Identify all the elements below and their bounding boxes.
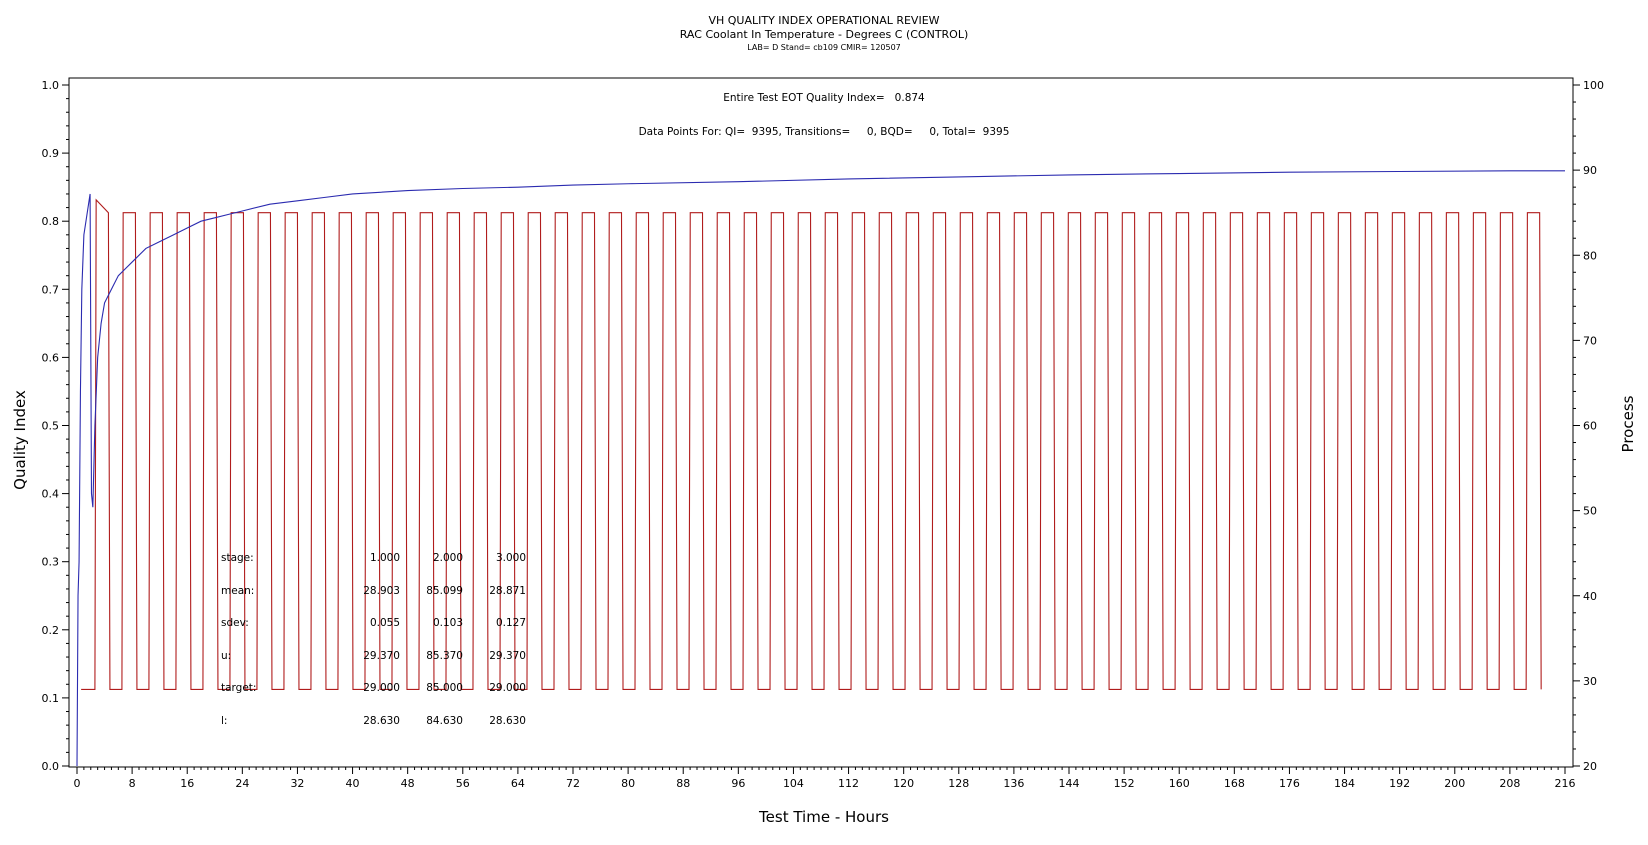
stats-cell: 28.630 (363, 715, 400, 727)
stats-row-label: sdev: (221, 617, 249, 630)
y-tick-label: 0.5 (42, 420, 60, 433)
stats-cell: 3.000 (495, 552, 526, 564)
y-tick-label: 0.0 (42, 760, 60, 773)
y2-axis-title: Process (1619, 395, 1637, 453)
y-tick-label: 0.6 (42, 351, 60, 364)
x-tick-label: 176 (1279, 777, 1300, 790)
stats-cell: 0.103 (432, 617, 463, 630)
stats-row-label: mean: (221, 584, 255, 597)
x-tick-label: 160 (1169, 777, 1190, 790)
x-tick-label: 88 (676, 777, 690, 790)
stats-row-label: stage: (221, 552, 254, 564)
y2-tick-label: 80 (1583, 249, 1597, 262)
x-tick-label: 40 (346, 777, 360, 790)
y2-tick-label: 70 (1583, 334, 1597, 347)
stats-row-label: u: (221, 649, 232, 662)
chart-subtitle: RAC Coolant In Temperature - Degrees C (… (679, 28, 969, 41)
x-tick-label: 216 (1555, 777, 1576, 790)
x-axis-title: Test Time - Hours (759, 808, 889, 826)
stats-row-label: target: (221, 682, 257, 695)
x-tick-label: 8 (129, 777, 136, 790)
x-tick-label: 32 (290, 777, 304, 790)
y-tick-label: 0.3 (42, 556, 60, 569)
stats-row-label: l: (221, 715, 228, 727)
y-tick-label: 0.4 (42, 488, 60, 501)
y-tick-label: 0.9 (42, 147, 60, 160)
y-tick-label: 0.1 (42, 692, 60, 705)
stats-cell: 29.370 (489, 649, 526, 662)
stats-cell: 28.903 (363, 584, 400, 597)
y-tick-label: 1.0 (42, 79, 60, 92)
stats-cell: 0.055 (369, 617, 400, 630)
stats-cell: 29.000 (363, 682, 400, 695)
quality-index-annotation: Entire Test EOT Quality Index= 0.874 (723, 92, 925, 104)
stats-cell: 2.000 (432, 552, 463, 564)
x-tick-label: 136 (1003, 777, 1024, 790)
y-tick-label: 0.2 (42, 624, 60, 637)
x-tick-label: 0 (74, 777, 81, 790)
y-axis-title: Quality Index (11, 390, 29, 490)
stats-cell: 28.630 (489, 715, 526, 727)
data-points-annotation: Data Points For: QI= 9395, Transitions= … (638, 126, 1010, 138)
stats-cell: 85.000 (426, 682, 463, 695)
y2-tick-label: 100 (1583, 79, 1604, 92)
y2-tick-label: 30 (1583, 675, 1597, 688)
stats-cell: 28.871 (489, 584, 526, 597)
x-tick-label: 128 (948, 777, 969, 790)
x-tick-label: 184 (1334, 777, 1355, 790)
x-tick-label: 168 (1224, 777, 1245, 790)
x-tick-label: 104 (783, 777, 804, 790)
x-tick-label: 72 (566, 777, 580, 790)
y2-tick-label: 40 (1583, 590, 1597, 603)
stats-cell: 29.000 (489, 682, 526, 695)
x-tick-label: 16 (180, 777, 194, 790)
x-tick-label: 112 (838, 777, 859, 790)
chart-meta: LAB= D Stand= cb109 CMIR= 120507 (747, 43, 901, 52)
chart-title: VH QUALITY INDEX OPERATIONAL REVIEW (708, 14, 940, 27)
stats-cell: 1.000 (369, 552, 400, 564)
y-tick-label: 0.8 (42, 215, 60, 228)
x-tick-label: 192 (1389, 777, 1410, 790)
stats-cell: 85.370 (426, 649, 463, 662)
y-tick-label: 0.7 (42, 283, 60, 296)
x-tick-label: 200 (1444, 777, 1465, 790)
x-tick-label: 144 (1059, 777, 1080, 790)
process-series-line (81, 198, 1542, 690)
plot-frame (68, 77, 1574, 768)
quality-index-series-line (76, 170, 1565, 767)
y2-tick-label: 50 (1583, 505, 1597, 518)
x-tick-label: 24 (235, 777, 249, 790)
stats-cell: 85.099 (426, 584, 463, 597)
x-tick-label: 56 (456, 777, 470, 790)
x-tick-label: 208 (1499, 777, 1520, 790)
y2-tick-label: 60 (1583, 420, 1597, 433)
x-tick-label: 96 (731, 777, 745, 790)
x-tick-label: 48 (401, 777, 415, 790)
x-tick-label: 152 (1114, 777, 1135, 790)
y2-tick-label: 90 (1583, 164, 1597, 177)
x-tick-label: 64 (511, 777, 525, 790)
x-tick-label: 120 (893, 777, 914, 790)
y2-tick-label: 20 (1583, 760, 1597, 773)
x-tick-label: 80 (621, 777, 635, 790)
stats-cell: 0.127 (495, 617, 526, 630)
stats-cell: 84.630 (426, 715, 463, 727)
stats-cell: 29.370 (363, 649, 400, 662)
